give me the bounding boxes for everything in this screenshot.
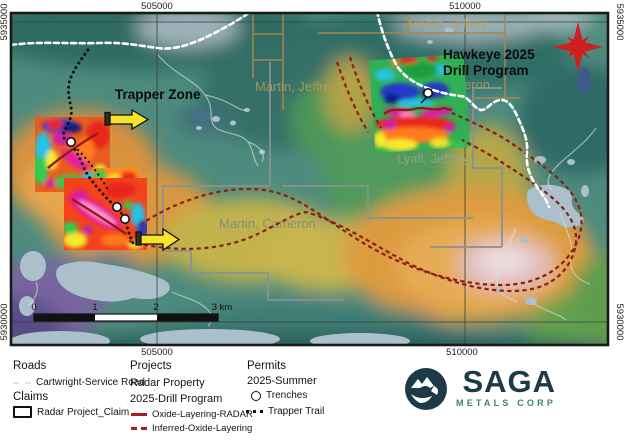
legend-item-trenches: Trenches	[251, 390, 307, 401]
logo-wordmark: SAGA	[462, 364, 557, 399]
oxide-line-swatch-icon	[131, 413, 147, 416]
legend-oxide-label: Oxide-Layering-RADAR	[152, 409, 253, 420]
scale-tick-2: 2	[153, 302, 158, 313]
legend-item-radar-claim: Radar Project_Claim	[13, 406, 129, 418]
legend-road-label: Cartwright-Service Road	[36, 377, 145, 388]
axis-label-bottom-505000: 505000	[141, 347, 173, 358]
hawkeye-label-line1: Hawkeye 2025	[443, 47, 535, 62]
legend-trail-label: Trapper Trail	[268, 406, 325, 417]
trapper-zone-label: Trapper Zone	[115, 87, 201, 102]
axis-label-top-510000: 510000	[449, 1, 481, 12]
claim-boundaries-gray	[162, 62, 503, 301]
legend-item-cartwright-road: Cartwright-Service Road	[13, 377, 145, 388]
axis-labels: 505000 510000 505000 510000 5935000 5930…	[0, 1, 624, 358]
claim-label-martin-jeffrey: Martin, Jeffrey	[408, 17, 488, 31]
trench-marker	[422, 88, 433, 99]
legend-projects-header: Projects	[130, 360, 172, 372]
axis-label-left-5930000: 5930000	[0, 304, 10, 341]
legend-2025-summer: 2025-Summer	[247, 375, 317, 387]
claim-name-labels: Martin, Jeffrey Martin, JeffreyM eron Ly…	[219, 17, 490, 231]
claim-label-martin-jeffrey-m: Martin, JeffreyM	[255, 79, 348, 94]
map-border	[9, 11, 610, 347]
claim-swatch-icon	[13, 406, 32, 418]
legend-drill-program: 2025-Drill Program	[130, 393, 223, 405]
cartwright-service-road	[11, 13, 551, 209]
trapper-arrow-icon	[109, 108, 150, 131]
axis-label-top-505000: 505000	[141, 1, 173, 12]
legend-item-inferred-oxide: Inferred-Oxide-Layering	[131, 423, 252, 434]
trench-swatch-icon	[251, 390, 261, 401]
north-star-icon	[553, 22, 603, 72]
claim-boundaries-tan	[252, 14, 520, 110]
oxide-layering-lines	[47, 106, 453, 235]
hawkeye-label-line2: Drill Program	[443, 63, 529, 78]
arrow-icons	[104, 108, 181, 252]
trench-marker	[66, 137, 77, 148]
trench-marker	[112, 202, 123, 213]
legend-permits-header: Permits	[247, 360, 286, 372]
saga-metals-logo: SAGA METALS CORP	[404, 364, 557, 411]
claim-label-martin-cameron: Martin, Cameron	[219, 216, 316, 231]
zone-annotations: Trapper Zone Hawkeye 2025 Drill Program	[115, 47, 535, 102]
inferred-oxide-layering-lines	[128, 56, 583, 293]
legend-inferred-label: Inferred-Oxide-Layering	[152, 423, 253, 434]
legend-claim-label: Radar Project_Claim	[37, 406, 130, 418]
trench-markers	[66, 88, 433, 225]
hawkeye-magnetics-inset	[368, 53, 471, 154]
scale-tick-1: 1	[92, 302, 97, 313]
trapper-trail	[61, 48, 139, 248]
road-swatch-icon	[13, 381, 31, 384]
axis-label-right-5935000: 5935000	[614, 4, 624, 41]
axis-label-right-5930000: 5930000	[614, 304, 624, 341]
claim-label-eron: eron	[464, 77, 490, 92]
legend-roads-header: Roads	[13, 360, 47, 372]
arrow-tail-cap	[135, 231, 142, 246]
axis-label-left-5935000: 5935000	[0, 4, 10, 41]
legend-item-trapper-trail: Trapper Trail	[246, 406, 324, 417]
scale-tick-3: 3 km	[212, 302, 233, 313]
trapper-magnetics-inset	[35, 117, 147, 250]
legend-item-oxide-layering: Oxide-Layering-RADAR	[131, 409, 253, 420]
legend-claims-header: Claims	[13, 391, 49, 403]
arrow-tail-cap	[104, 111, 111, 126]
claim-label-lyall-jeffrey: Lyall, Jeffrey	[397, 151, 470, 166]
legend-trenches-label: Trenches	[266, 390, 308, 401]
inferred-line-swatch-icon	[131, 427, 147, 430]
grid-lines	[11, 13, 608, 345]
trench-marker	[120, 214, 131, 225]
trapper-arrow-icon-south	[140, 227, 181, 252]
map-canvas: Martin, Jeffrey Martin, JeffreyM eron Ly…	[0, 1, 624, 358]
logo-subtitle: METALS CORP	[456, 398, 557, 408]
scale-bar: 0 1 2 3 km	[31, 302, 233, 322]
saga-logo-icon	[405, 368, 447, 410]
trail-swatch-icon	[246, 410, 263, 413]
scale-tick-0: 0	[31, 302, 36, 313]
axis-label-bottom-510000: 510000	[446, 347, 478, 358]
legend-radar-property: Radar Property	[130, 377, 205, 389]
